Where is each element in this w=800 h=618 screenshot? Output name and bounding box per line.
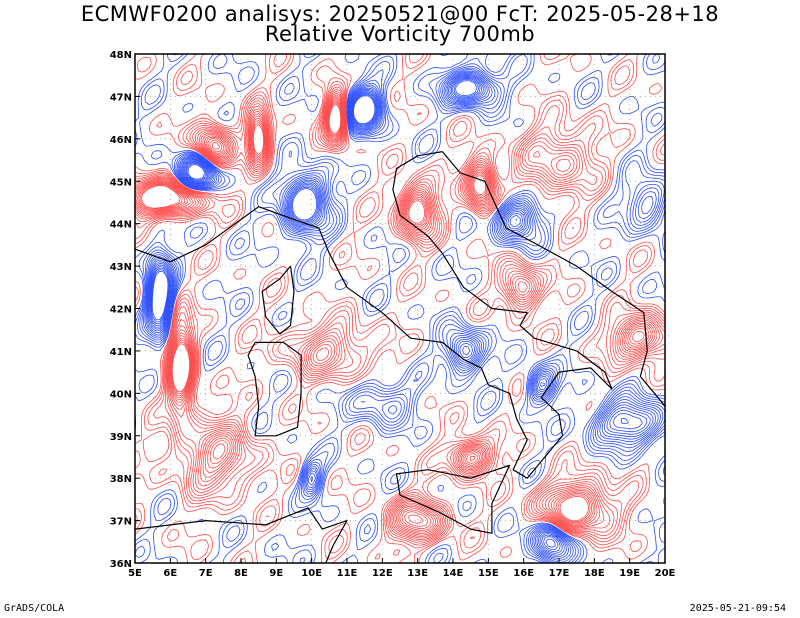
positive-contour bbox=[141, 103, 645, 524]
y-tick-label: 44N bbox=[110, 220, 132, 231]
negative-contour bbox=[145, 71, 659, 559]
coastline-sardinia bbox=[247, 341, 302, 437]
x-tick-label: 20E bbox=[655, 568, 676, 579]
positive-contour bbox=[135, 97, 654, 533]
negative-contour bbox=[149, 75, 648, 552]
y-tick-label: 42N bbox=[110, 305, 132, 316]
y-tick-label: 48N bbox=[110, 50, 132, 61]
positive-contour bbox=[135, 54, 665, 563]
coastline-africa-coast bbox=[135, 507, 348, 563]
negative-contour bbox=[151, 80, 478, 321]
y-tick-label: 37N bbox=[110, 517, 132, 528]
negative-contour bbox=[148, 74, 651, 554]
y-tick-label: 39N bbox=[110, 432, 132, 443]
positive-contour bbox=[135, 80, 665, 546]
y-tick-label: 43N bbox=[110, 262, 132, 273]
positive-contour bbox=[139, 102, 648, 527]
negative-contour bbox=[146, 72, 657, 558]
x-tick-label: 18E bbox=[584, 568, 605, 579]
x-tick-label: 5E bbox=[128, 568, 142, 579]
positive-contour bbox=[135, 54, 665, 563]
y-tick-label: 40N bbox=[110, 389, 132, 400]
positive-contour bbox=[135, 92, 660, 537]
y-tick-label: 38N bbox=[110, 474, 132, 485]
x-tick-label: 13E bbox=[407, 568, 428, 579]
latitude-axis: 36N 37N 38N 39N 40N 41N 42N 43N 44N 45N 46N 47N 48N bbox=[110, 50, 140, 570]
chart-title-line-1: ECMWF0200 analisys: 20250521@00 FcT: 202… bbox=[80, 2, 720, 26]
positive-contour bbox=[135, 54, 665, 563]
coastline-corsica bbox=[261, 265, 295, 335]
y-tick-label: 45N bbox=[110, 177, 132, 188]
positive-contour bbox=[135, 96, 656, 534]
y-tick-label: 46N bbox=[110, 135, 132, 146]
longitude-axis: 5E 6E 7E 8E 9E 10E 11E 12E 13E 14E 15E 16E 17E 18E 19E… bbox=[128, 558, 676, 579]
coastline-balkan-coast bbox=[441, 151, 665, 407]
negative-contour bbox=[151, 78, 518, 323]
positive-contour bbox=[135, 90, 664, 539]
lat-lon-grid bbox=[135, 54, 665, 563]
x-tick-label: 15E bbox=[478, 568, 499, 579]
coastline-italy-mainland bbox=[222, 151, 613, 479]
negative-contour bbox=[149, 76, 643, 550]
x-tick-label: 10E bbox=[301, 568, 322, 579]
x-tick-label: 9E bbox=[269, 568, 283, 579]
negative-contour bbox=[144, 70, 661, 561]
footer-software-label: GrADS/COLA bbox=[4, 603, 65, 614]
positive-contour bbox=[135, 94, 658, 536]
negative-contour bbox=[143, 69, 664, 563]
x-tick-label: 12E bbox=[372, 568, 393, 579]
negative-contour bbox=[139, 66, 665, 563]
x-tick-label: 19E bbox=[619, 568, 640, 579]
x-tick-label: 6E bbox=[163, 568, 177, 579]
coastline-sicily bbox=[395, 464, 511, 534]
positive-contour bbox=[135, 86, 665, 542]
footer-timestamp: 2025-05-21-09:54 bbox=[689, 603, 786, 614]
y-tick-label: 47N bbox=[110, 92, 132, 103]
x-tick-label: 16E bbox=[513, 568, 534, 579]
positive-contour bbox=[135, 84, 665, 544]
x-tick-label: 14E bbox=[443, 568, 464, 579]
negative-contour bbox=[147, 73, 654, 556]
chart-title-line-2: Relative Vorticity 700mb bbox=[264, 22, 536, 46]
negative-contour bbox=[141, 67, 665, 563]
x-tick-label: 17E bbox=[549, 568, 570, 579]
positive-contour bbox=[138, 100, 650, 530]
coastline-france-coast bbox=[135, 231, 224, 263]
x-tick-label: 11E bbox=[337, 568, 358, 579]
y-tick-label: 36N bbox=[110, 559, 132, 570]
x-tick-label: 7E bbox=[199, 568, 213, 579]
y-tick-label: 41N bbox=[110, 347, 132, 358]
coastline-layer bbox=[135, 151, 665, 563]
x-tick-label: 8E bbox=[234, 568, 248, 579]
